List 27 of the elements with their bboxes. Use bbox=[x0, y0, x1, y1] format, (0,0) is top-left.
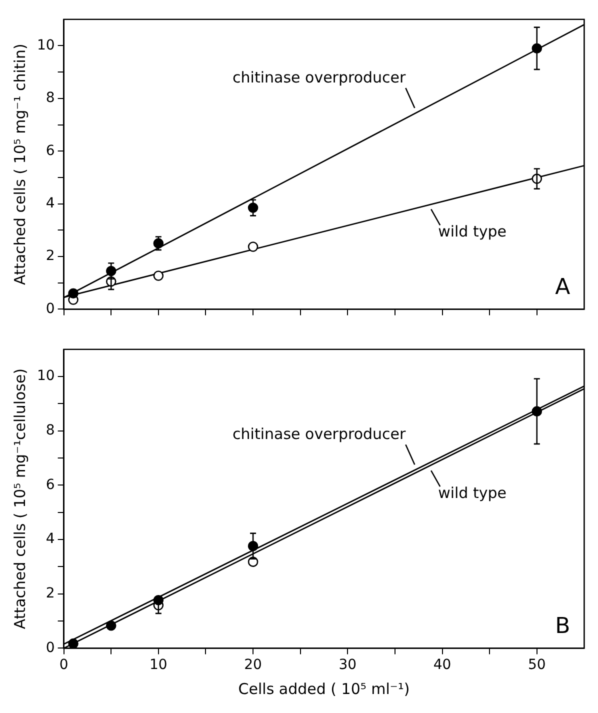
x-tick-label: 40 bbox=[433, 657, 452, 674]
x-tick-label: 20 bbox=[244, 657, 262, 674]
series-label: chitinase overproducer bbox=[232, 425, 407, 444]
x-tick-label: 10 bbox=[150, 657, 168, 674]
y-tick-label: 10 bbox=[36, 37, 55, 54]
y-tick-label: 2 bbox=[46, 248, 55, 264]
y-tick-label: 4 bbox=[46, 195, 55, 212]
y-tick-label: 6 bbox=[46, 476, 55, 493]
y-tick-label: 8 bbox=[46, 90, 55, 106]
y-axis-title: Attached cells ( 10⁵ mg⁻¹cellulose) bbox=[10, 368, 29, 630]
y-tick-label: 8 bbox=[46, 422, 55, 439]
annotation: A bbox=[555, 274, 570, 300]
y-axis-title: Attached cells ( 10⁵ mg⁻¹ chitin) bbox=[10, 44, 29, 285]
x-axis-title: Cells added ( 10⁵ ml⁻¹) bbox=[238, 680, 410, 698]
x-tick-label: 0 bbox=[59, 657, 68, 674]
y-tick-label: 10 bbox=[36, 368, 55, 384]
y-tick-label: 2 bbox=[46, 586, 55, 602]
annotation: B bbox=[555, 614, 570, 639]
y-tick-label: 0 bbox=[46, 300, 55, 317]
y-tick-label: 0 bbox=[46, 640, 55, 656]
y-tick-label: 6 bbox=[46, 142, 55, 159]
x-tick-label: 30 bbox=[338, 657, 357, 674]
y-tick-label: 4 bbox=[46, 531, 55, 548]
x-tick-label: 50 bbox=[528, 657, 546, 674]
legend-label: wild type bbox=[438, 484, 506, 502]
legend-label: wild type bbox=[438, 222, 506, 241]
series-label: chitinase overproducer bbox=[232, 68, 407, 86]
